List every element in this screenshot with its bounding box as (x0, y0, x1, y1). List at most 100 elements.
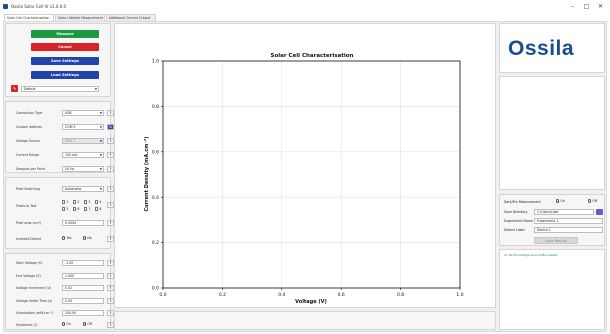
pixel-checkbox[interactable]: 4 (95, 200, 101, 204)
help-button[interactable]: ? (107, 236, 114, 242)
connection-row-value: USB (65, 111, 72, 115)
chart-footer-panel (114, 311, 496, 330)
folder-browse-icon[interactable] (596, 209, 603, 215)
sweep-row-input[interactable]: 100.00 (62, 310, 104, 316)
pixel-checkbox[interactable]: 8 (95, 207, 101, 211)
pixel-checkbox[interactable]: 7 (84, 207, 90, 211)
pixel-checkbox[interactable]: 2 (73, 200, 79, 204)
pixel-switching-select[interactable]: Automatic ▼ (62, 186, 104, 192)
chevron-down-icon: ▼ (99, 139, 102, 143)
title-bar: Ossila Solar Cell IV v1.0.0.0 – □ ✕ (0, 0, 610, 13)
pixel-number: 7 (88, 207, 91, 211)
x-tick-label: 0.6 (338, 292, 345, 298)
logo-panel: Ossila (499, 23, 605, 73)
minimize-icon[interactable]: – (571, 3, 574, 10)
checkbox-icon (62, 200, 66, 204)
maximize-icon[interactable]: □ (583, 3, 590, 10)
hysteresis-label: Hysteresis (!) (16, 323, 38, 327)
no-label: No (87, 236, 92, 240)
sweep-row-input[interactable]: -1.00 (62, 260, 104, 266)
chevron-down-icon: ▼ (99, 111, 102, 115)
dark-measurement-label: Dark/Pre Measurement (504, 200, 541, 204)
connection-row-label: Current Range (16, 153, 40, 157)
dark-off-radio[interactable]: Off (588, 199, 597, 203)
pixel-checkbox[interactable]: 1 (62, 200, 68, 204)
hysteresis-on-radio[interactable]: On (62, 322, 71, 326)
checkbox-icon (62, 207, 66, 211)
plot-area-frame (162, 60, 461, 289)
pixel-area-input[interactable]: 0.0004 (62, 220, 104, 226)
refresh-icon[interactable]: ↻ (107, 124, 114, 130)
pixel-checkbox[interactable]: 6 (73, 207, 79, 211)
chevron-down-icon: ▼ (99, 167, 102, 171)
save-results-button[interactable]: Save Results (534, 237, 578, 244)
sweep-row-input[interactable]: 1.000 (62, 272, 104, 279)
pixel-checkbox-grid: 1 2 3 4 5 6 7 8 (62, 200, 106, 214)
checkbox-icon (95, 200, 99, 204)
pixel-number: 2 (77, 200, 80, 204)
inverted-yes-radio[interactable]: Yes (62, 236, 72, 240)
connection-row-select[interactable]: 20 Hz ▼ (62, 166, 104, 172)
experiment-name-input[interactable]: Experiment 1 (534, 218, 603, 224)
help-button[interactable]: ? (107, 260, 114, 266)
status-panel: 11:09:59 Voltage source/file loaded (499, 249, 605, 330)
inverted-device-label: Inverted Device (16, 237, 42, 241)
measure-button[interactable]: Measure (31, 30, 99, 38)
y-tick-label: 0.8 (152, 104, 159, 110)
info-panel (499, 76, 605, 190)
sweep-row-input[interactable]: 0.02 (62, 285, 104, 291)
pixel-number: 4 (99, 200, 102, 204)
preset-select[interactable]: Default ▼ (21, 86, 99, 92)
save-settings-button[interactable]: Save Settings (31, 57, 99, 65)
help-button[interactable]: ? (107, 272, 114, 279)
sweep-row-label: Voltage Increment (V) (16, 286, 51, 290)
load-settings-button[interactable]: Load Settings (31, 71, 99, 79)
sweep-row-label: Voltage Settle Time (s) (16, 298, 53, 303)
pixel-panel: Pixel Switching Automatic ▼ ? Pixels to … (5, 177, 114, 249)
close-icon[interactable]: ✕ (597, 3, 604, 10)
connection-row-select[interactable]: COM 5 ▼ (62, 124, 104, 130)
yes-label: Yes (66, 236, 72, 240)
tab-solar-cell-characterisation[interactable]: Solar Cell Characterisation (4, 14, 54, 21)
control-panel: Measure Cancel Save Settings Load Settin… (5, 23, 111, 97)
checkbox-icon (84, 207, 88, 211)
help-button[interactable]: ? (107, 152, 114, 158)
hysteresis-off-radio[interactable]: Off (83, 322, 92, 326)
pixel-switching-label: Pixel Switching (16, 187, 40, 191)
device-label-input[interactable]: Device 1 (534, 227, 603, 233)
help-button[interactable]: ? (107, 297, 114, 304)
x-tick-label: 0.0 (159, 292, 166, 298)
help-button[interactable]: ? (107, 310, 114, 316)
connection-row-select[interactable]: 100 mA ▼ (62, 152, 104, 158)
sweep-row-label: End Voltage (V) (16, 273, 41, 278)
cancel-button[interactable]: Cancel (31, 43, 99, 51)
connection-row-label: Voltage Source (16, 139, 40, 143)
save-directory-input[interactable]: C:\Users\User (534, 209, 594, 215)
help-button[interactable]: ? (107, 166, 114, 172)
checkbox-icon (73, 207, 77, 211)
tab-solar-lifetime-measurement[interactable]: Solar Lifetime Measurement (55, 14, 105, 21)
pixel-number: 8 (99, 207, 102, 211)
pixel-number: 6 (77, 207, 80, 211)
pixel-checkbox[interactable]: 5 (62, 207, 68, 211)
chevron-down-icon: ▼ (94, 87, 97, 91)
window-title: Ossila Solar Cell IV v1.0.0.0 (11, 4, 67, 9)
y-tick-label: 0.4 (152, 195, 159, 201)
sweep-row-input[interactable]: 0.00 (62, 297, 104, 304)
pixel-checkbox[interactable]: 3 (84, 200, 90, 204)
help-button[interactable]: ? (107, 138, 114, 144)
help-button[interactable]: ? (107, 202, 114, 208)
tab-additional-current-output[interactable]: Additional Current Output (106, 14, 156, 21)
help-button[interactable]: ? (107, 110, 114, 116)
help-button[interactable]: ? (107, 285, 114, 291)
y-axis-label: Current Density (mA.cm⁻²) (144, 136, 150, 211)
inverted-no-radio[interactable]: No (83, 236, 92, 240)
dark-on-radio[interactable]: On (556, 199, 565, 203)
help-button[interactable]: ? (107, 220, 114, 226)
delete-preset-icon[interactable]: ✎ (11, 85, 18, 92)
pixels-to-test-label: Pixels to Test (16, 204, 37, 208)
connection-row-select[interactable]: USB ▼ (62, 110, 104, 116)
help-button[interactable]: ? (107, 322, 114, 328)
help-button[interactable]: ? (107, 186, 114, 192)
connection-row-value: COM 5 (65, 125, 76, 129)
